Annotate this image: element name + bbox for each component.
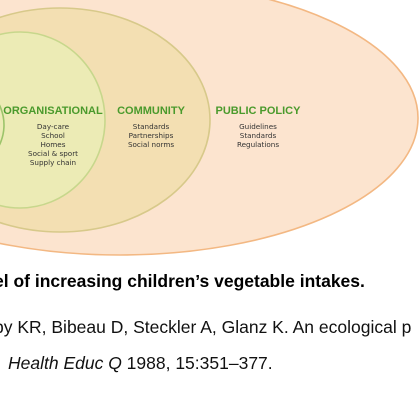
figure-caption: el of increasing children’s vegetable in… <box>0 271 365 291</box>
reference-journal: Health Educ Q <box>8 353 122 373</box>
organisational-title: ORGANISATIONAL <box>3 105 103 117</box>
inner-ring <box>0 104 5 146</box>
organisational-item: Day-care <box>37 122 70 131</box>
public-policy-item: Regulations <box>237 140 279 149</box>
public-policy-item: Standards <box>240 131 277 140</box>
organisational-item: Supply chain <box>30 158 76 167</box>
organisational-items: Day-care School Homes Social & sport Sup… <box>28 122 78 167</box>
community-title: COMMUNITY <box>117 105 185 117</box>
organisational-item: School <box>41 131 65 140</box>
reference-line-1: by KR, Bibeau D, Steckler A, Glanz K. An… <box>0 317 412 337</box>
reference-line-2: Health Educ Q 1988, 15:351–377. <box>8 353 273 374</box>
organisational-ring <box>0 31 106 209</box>
community-item: Social norms <box>128 140 174 149</box>
reference-citation: 1988, 15:351–377. <box>121 353 273 373</box>
public-policy-item: Guidelines <box>239 122 277 131</box>
community-item: Partnerships <box>129 131 174 140</box>
ecological-model-diagram: ORGANISATIONAL Day-care School Homes Soc… <box>0 0 419 256</box>
community-item: Standards <box>133 122 170 131</box>
organisational-item: Homes <box>41 140 66 149</box>
community-items: Standards Partnerships Social norms <box>128 122 174 149</box>
public-policy-items: Guidelines Standards Regulations <box>237 122 279 149</box>
public-policy-title: PUBLIC POLICY <box>216 105 302 117</box>
organisational-item: Social & sport <box>28 149 78 158</box>
